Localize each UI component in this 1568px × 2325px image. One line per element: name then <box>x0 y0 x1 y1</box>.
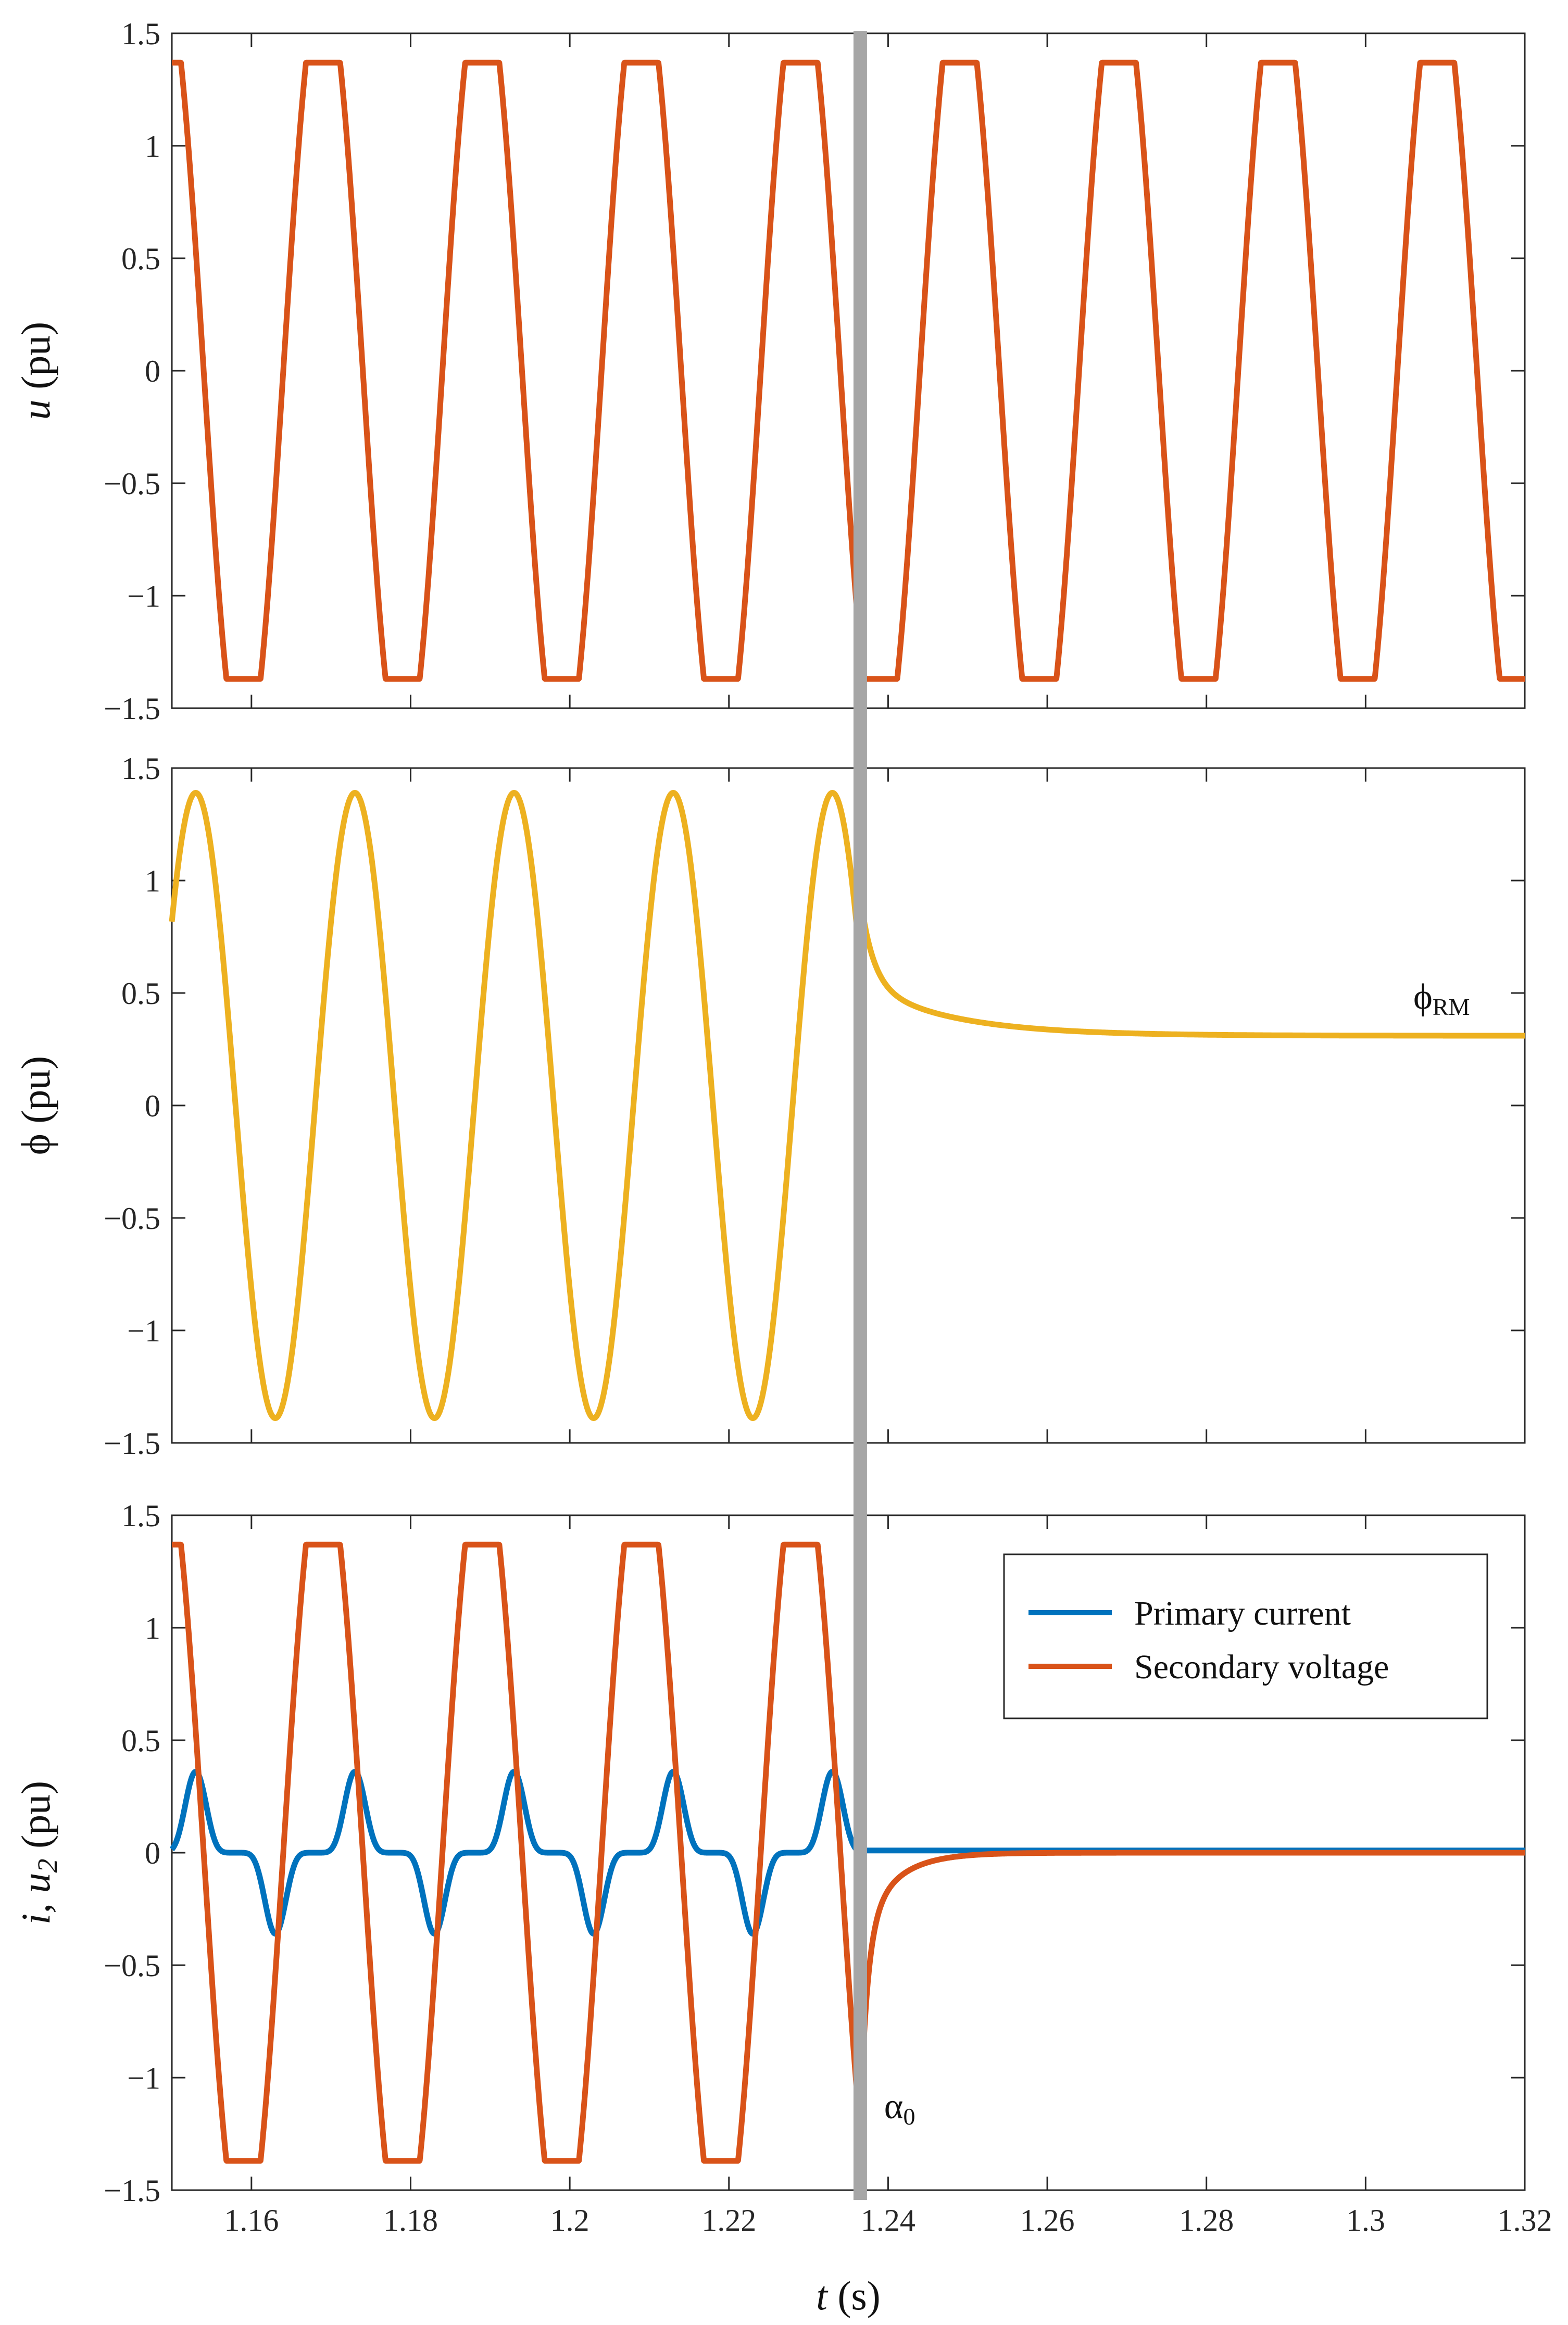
y-tick-label: 0 <box>145 1089 160 1123</box>
legend-box <box>1003 1553 1488 1719</box>
y-axis-label-top: u (pu) <box>13 322 58 420</box>
y-axis-label-middle: ϕ (pu) <box>13 1056 58 1155</box>
y-tick-label: −1.5 <box>104 2173 160 2208</box>
x-tick-label: 1.24 <box>861 2203 915 2238</box>
phi-rm-annotation: ϕRM <box>1413 977 1470 1020</box>
alpha0-annotation: α0 <box>884 2087 915 2130</box>
panel-top: −1.5 −1 −0.5 0 0.5 1 1.5 u (pu) <box>13 17 1527 726</box>
legend: Primary current Secondary voltage <box>1003 1553 1488 1719</box>
y-tick-label: −1 <box>127 2061 160 2095</box>
y-tick-label: 1 <box>145 129 160 164</box>
ticks-bottom <box>172 1514 1526 2191</box>
x-tick-label: 1.2 <box>550 2203 589 2238</box>
x-tick-label: 1.16 <box>224 2203 279 2238</box>
tick-labels-middle: −1.5 −1 −0.5 0 0.5 1 1.5 <box>104 751 160 1461</box>
series-line-secondary-voltage <box>169 1541 1527 2164</box>
x-tick-label: 1.32 <box>1498 2203 1552 2238</box>
plot-frame-top <box>171 32 1526 709</box>
x-tick-label: 1.22 <box>701 2203 756 2238</box>
x-tick-label: 1.3 <box>1346 2203 1385 2238</box>
y-tick-label: 1 <box>145 1611 160 1645</box>
y-tick-label: 0.5 <box>121 976 160 1011</box>
legend-label-secondary-voltage: Secondary voltage <box>1134 1648 1389 1686</box>
y-tick-label: 1.5 <box>121 1499 160 1533</box>
y-tick-label: −1.5 <box>104 1426 160 1461</box>
tick-labels-top: −1.5 −1 −0.5 0 0.5 1 1.5 <box>104 17 160 726</box>
tick-labels-bottom: 1.16 1.18 1.2 1.22 1.24 1.26 1.28 1.3 1.32 −1.5 −1… <box>104 1499 1552 2238</box>
y-tick-label: 1.5 <box>121 751 160 786</box>
ticks-middle <box>172 767 1526 1444</box>
series-line-u <box>169 59 1527 682</box>
y-axis-label-bottom: i, u2 (pu) <box>13 1781 63 1925</box>
series-line-flux <box>169 790 1527 1421</box>
y-tick-label: −1.5 <box>104 692 160 726</box>
panel-middle: −1.5 −1 −0.5 0 0.5 1 1.5 ϕ (pu) ϕRM <box>13 751 1527 1461</box>
x-axis-label: t (s) <box>816 2273 880 2318</box>
ticks-top <box>172 32 1526 709</box>
x-tick-label: 1.26 <box>1020 2203 1075 2238</box>
x-tick-label: 1.28 <box>1179 2203 1234 2238</box>
y-tick-label: 0 <box>145 354 160 388</box>
y-tick-label: −0.5 <box>104 1201 160 1236</box>
x-tick-label: 1.18 <box>383 2203 438 2238</box>
y-tick-label: 0.5 <box>121 1724 160 1758</box>
y-tick-label: 0 <box>145 1836 160 1870</box>
y-tick-label: 0.5 <box>121 242 160 276</box>
y-tick-label: 1.5 <box>121 17 160 51</box>
y-tick-label: −0.5 <box>104 1949 160 1983</box>
panel-bottom: 1.16 1.18 1.2 1.22 1.24 1.26 1.28 1.3 1.32 −1.5 −1… <box>13 1499 1552 2318</box>
series-top <box>169 59 1527 682</box>
y-tick-label: −1 <box>127 579 160 613</box>
y-tick-label: −1 <box>127 1314 160 1348</box>
series-middle <box>169 790 1527 1421</box>
y-tick-label: 1 <box>145 864 160 898</box>
legend-label-primary-current: Primary current <box>1134 1594 1351 1632</box>
y-tick-label: −0.5 <box>104 467 160 501</box>
series-bottom <box>169 1541 1527 2164</box>
